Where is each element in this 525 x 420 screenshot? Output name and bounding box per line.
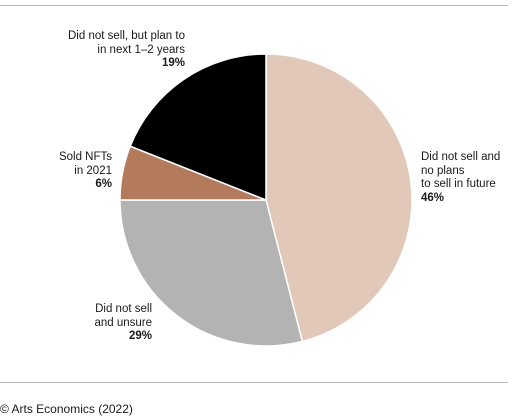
slice-plan (129, 53, 267, 202)
label-plan-line-1: Did not sell, but plan to (68, 30, 185, 42)
label-no-plans: Did not sell and no plans to sell in fut… (421, 151, 500, 205)
slice-no-plans (265, 53, 413, 343)
source-credit: © Arts Economics (2022) (0, 402, 133, 416)
label-no-plans-line-3: to sell in future (421, 178, 496, 190)
label-unsure-line-1: Did not sell (95, 303, 152, 315)
label-sold-line-2: in 2021 (74, 164, 112, 177)
pie-chart (119, 53, 413, 347)
label-no-plans-line-2: no plans (421, 164, 465, 177)
pie-slices (119, 53, 413, 347)
label-no-plans-value: 46% (421, 191, 445, 204)
label-unsure-line-2: and unsure (94, 316, 152, 329)
label-unsure: Did not sell and unsure 29% (94, 303, 152, 344)
label-sold-line-1: Sold NFTs (58, 151, 112, 163)
top-rule (0, 5, 508, 6)
label-no-plans-line-1: Did not sell and (421, 151, 501, 163)
label-plan-value: 19% (161, 57, 185, 69)
slice-unsure (119, 199, 304, 347)
label-plan: Did not sell, but plan to in next 1–2 ye… (68, 30, 185, 71)
bottom-rule (0, 382, 508, 383)
label-sold-value: 6% (95, 178, 112, 190)
label-unsure-value: 29% (128, 330, 152, 342)
label-sold: Sold NFTs in 2021 6% (59, 151, 112, 192)
label-plan-line-2: in next 1–2 years (97, 43, 185, 56)
